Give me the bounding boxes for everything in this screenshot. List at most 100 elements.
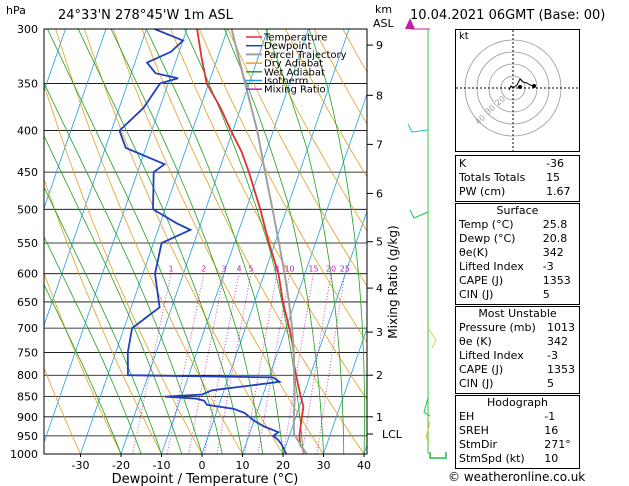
wet-adiabat-line (184, 29, 304, 454)
index-label: Totals Totals (459, 171, 526, 184)
pressure-tick-label: 550 (17, 237, 38, 250)
hodograph-ring-label: 20 (494, 94, 508, 107)
legend-label: Isotherm (264, 76, 308, 87)
mixing-ratio-line (316, 273, 346, 454)
hodo-row: SREH 16 (456, 424, 579, 438)
hodo-row: EH -1 (456, 410, 579, 424)
mu-label: Lifted Index (459, 349, 524, 362)
surface-row: CIN (J) 5 (456, 288, 579, 302)
mixing-ratio-line (204, 273, 240, 454)
dry-adiabat-line (55, 29, 243, 454)
most-unstable-title: Most Unstable (478, 307, 557, 320)
location-title: 24°33'N 278°45'W 1m ASL (58, 8, 233, 23)
wet-adiabat-line (145, 29, 284, 454)
wind-barb (425, 421, 431, 443)
hodo-label: EH (459, 410, 475, 423)
mixing-ratio-axis-title: Mixing Ratio (g/kg) (386, 225, 400, 338)
wet-adiabat-line (77, 29, 243, 454)
surface-panel: Surface Temp (°C) 25.8 Dewp (°C) 20.8 θe(K… (455, 203, 580, 305)
mu-row: Lifted Index -3 (456, 349, 579, 363)
x-tick-label: 40 (357, 459, 371, 472)
surface-value: -3 (542, 260, 554, 273)
hodo-value: -1 (544, 410, 556, 423)
series-parcel-trajectory (230, 29, 308, 454)
wind-barb (427, 327, 437, 349)
isotherm-line (161, 29, 309, 454)
hodograph-ring-label: 40 (474, 113, 488, 126)
wet-adiabat-line (308, 29, 365, 454)
mixing-ratio-label: 2 (201, 265, 206, 274)
mu-value: 1013 (546, 321, 575, 334)
wet-adiabat-line (44, 186, 162, 454)
km-tick-label: 5 (376, 236, 383, 249)
wind-barb (429, 452, 447, 459)
dry-adiabat-line (285, 29, 367, 178)
pressure-tick-label: 950 (17, 430, 38, 443)
hpa-label: hPa (6, 4, 26, 17)
dry-adiabat-line (44, 83, 203, 454)
wet-adiabat-line (44, 135, 183, 454)
legend-label: Mixing Ratio (264, 85, 326, 96)
surface-row: Dewp (°C) 20.8 (456, 232, 579, 246)
surface-row: Lifted Index -3 (456, 260, 579, 274)
hodo-value: 271° (544, 438, 571, 451)
dry-adiabat-line (170, 29, 367, 401)
hodo-row: StmSpd (kt) 10 (456, 452, 579, 466)
legend-label: Wet Adiabat (264, 67, 325, 78)
series-dewpoint (118, 29, 288, 454)
mixing-ratio-label: 5 (248, 265, 253, 274)
isotherm-line (44, 29, 147, 327)
pressure-tick-label: 450 (17, 166, 38, 179)
indices-panel: K -36 Totals Totals 15 PW (cm) 1.67 (455, 155, 580, 202)
mu-label: CAPE (J) (459, 363, 504, 376)
hodo-value: 16 (544, 424, 559, 437)
pressure-tick-label: 900 (17, 411, 38, 424)
mixing-ratio-label: 15 (308, 265, 318, 274)
surface-row: Temp (°C) 25.8 (456, 218, 579, 232)
surface-value: 20.8 (542, 232, 568, 245)
hodograph-panel: kt 20 30 40 (455, 29, 580, 152)
dry-adiabat-line (256, 29, 367, 232)
x-tick-label: 10 (236, 459, 250, 472)
dry-adiabat-line (44, 366, 81, 454)
mu-value: 5 (546, 377, 554, 390)
dry-adiabat-line (141, 29, 365, 454)
hodograph-trace-tail (508, 85, 514, 91)
isotherm-line (44, 29, 188, 444)
pressure-tick-label: 500 (17, 203, 38, 216)
x-tick-label: 0 (199, 459, 206, 472)
copyright-footer[interactable]: © weatheronline.co.uk (448, 470, 586, 484)
wet-adiabat-line (110, 29, 264, 454)
x-axis-title: Dewpoint / Temperature (°C) (112, 472, 299, 486)
surface-label: Dewp (°C) (459, 232, 516, 245)
surface-row: θe(K) 342 (456, 246, 579, 260)
wet-adiabat-line (44, 283, 122, 454)
x-tick-label: 30 (317, 459, 331, 472)
dry-adiabat-line (44, 272, 122, 454)
hodograph-unit-label: kt (459, 31, 469, 42)
isotherm-line (323, 327, 367, 454)
pressure-tick-label: 600 (17, 268, 38, 281)
most-unstable-panel: Most Unstable Pressure (mb) 1013 θe (K) 34… (455, 306, 580, 394)
index-row-k: K -36 (456, 157, 579, 171)
mixing-ratio-label: 10 (284, 265, 294, 274)
km-tick-label: 8 (376, 89, 383, 102)
pressure-tick-label: 1000 (10, 448, 38, 461)
km-tick-label: 1 (376, 411, 383, 424)
hodograph-plot: 20 30 40 (456, 30, 579, 151)
mixing-ratio-label: 1 (168, 265, 173, 274)
hodo-row: StmDir 271° (456, 438, 579, 452)
isotherm-line (120, 29, 269, 454)
mixing-ratio-label: 4 (236, 265, 241, 274)
mixing-ratio-line (257, 273, 290, 454)
surface-value: 25.8 (542, 218, 568, 231)
index-row-tt: Totals Totals 15 (456, 171, 579, 185)
mixing-ratio-line (301, 273, 332, 454)
mu-row: θe (K) 342 (456, 335, 579, 349)
isotherm-line (80, 29, 228, 454)
x-tick-label: -20 (112, 459, 130, 472)
index-value: 1.67 (546, 185, 571, 198)
asl-label: ASL (373, 17, 394, 30)
datetime-title: 10.04.2021 06GMT (Base: 00) (410, 8, 606, 23)
